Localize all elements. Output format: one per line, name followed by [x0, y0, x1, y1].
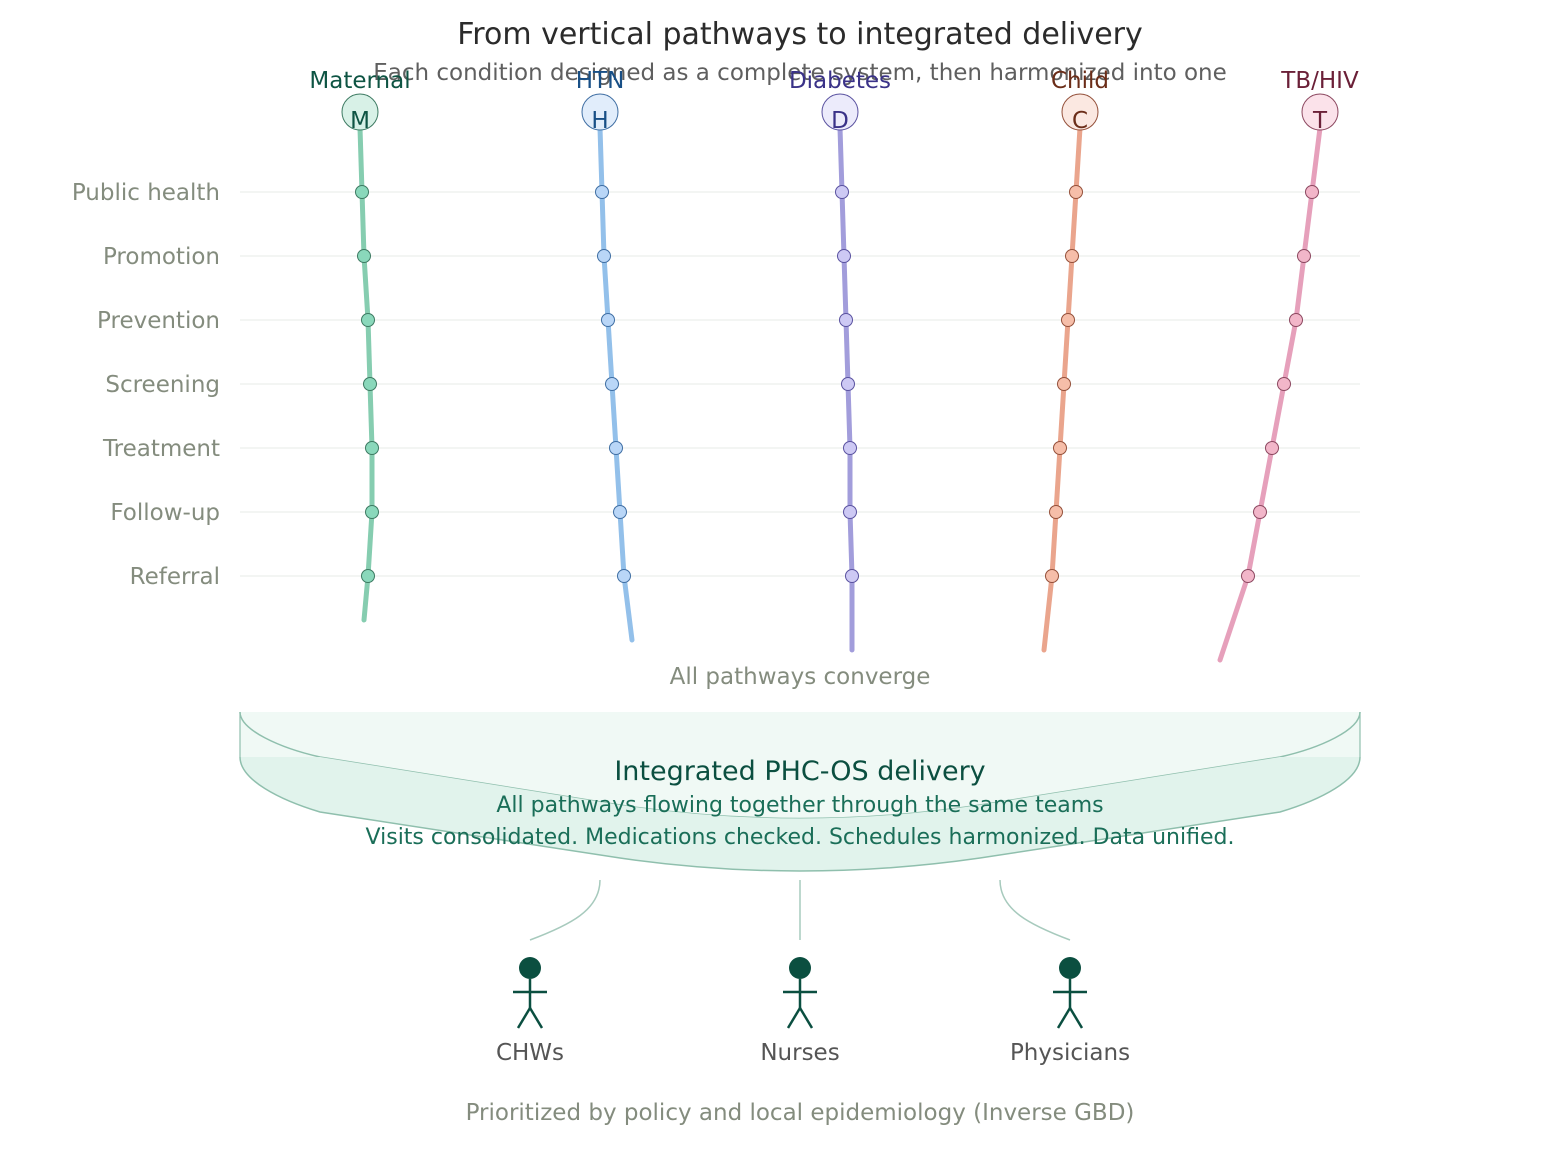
- pathway-name: Maternal: [309, 68, 410, 94]
- pathway-stage-dot: [601, 313, 615, 327]
- pathway-stage-dot: [361, 569, 375, 583]
- stage-label: Promotion: [103, 244, 220, 270]
- stage-label: Referral: [130, 564, 220, 590]
- pathway-stage-dot: [1057, 377, 1071, 391]
- pathway-name: TB/HIV: [1280, 68, 1359, 94]
- pathway-stage-dot: [1297, 249, 1311, 263]
- pathway-stage-dot: [843, 505, 857, 519]
- stage-label: Public health: [72, 180, 220, 206]
- pathway-stage-dot: [843, 441, 857, 455]
- diagram-subtitle: Each condition designed as a complete sy…: [373, 60, 1227, 86]
- integration-line-2: Visits consolidated. Medications checked…: [366, 825, 1235, 850]
- pathway-letter: M: [350, 108, 370, 134]
- connector-physicians: [999, 879, 1071, 941]
- pathway-stage-dot: [1265, 441, 1279, 455]
- pathway-child: C Child: [1041, 68, 1109, 653]
- stage-label: Follow-up: [110, 500, 220, 526]
- pathway-stage-dot: [357, 249, 371, 263]
- pathway-stage-dot: [1061, 313, 1075, 327]
- pathway-stage-dot: [613, 505, 627, 519]
- pathway-stage-dot: [1053, 441, 1067, 455]
- person-icon: [513, 957, 547, 1029]
- pathway-stage-dot: [1289, 313, 1303, 327]
- pathway-letter: C: [1072, 108, 1088, 134]
- pathway-name: HTN: [576, 68, 625, 94]
- pathway-stage-dot: [845, 569, 859, 583]
- pathway-stage-dot: [361, 313, 375, 327]
- team-label-nurses: Nurses: [760, 1040, 839, 1066]
- integration-title: Integrated PHC-OS delivery: [614, 756, 985, 787]
- pathway-stage-dot: [1045, 569, 1059, 583]
- converge-label: All pathways converge: [670, 664, 931, 690]
- pathway-header-circle: [341, 93, 379, 131]
- pathway-diabetes: D Diabetes: [789, 68, 891, 653]
- person-icon: [1053, 957, 1087, 1029]
- pathway-stage-dot: [597, 249, 611, 263]
- integration-line-1: All pathways flowing together through th…: [496, 793, 1103, 818]
- pathway-line: [357, 125, 375, 623]
- stage-label: Screening: [105, 372, 220, 398]
- pathway-maternal: M Maternal: [309, 68, 411, 623]
- pathway-stage-dot: [617, 569, 631, 583]
- pathway-stage-dot: [1241, 569, 1255, 583]
- person-icon: [783, 957, 817, 1029]
- pathway-header-circle: [581, 93, 619, 131]
- pathway-letter: D: [831, 108, 849, 134]
- pathway-stage-dot: [1065, 249, 1079, 263]
- pathway-stage-dot: [365, 505, 379, 519]
- stage-label: Prevention: [97, 308, 220, 334]
- team-nurses: Nurses: [760, 957, 840, 1066]
- pathway-header-circle: [1301, 93, 1339, 131]
- connector-chws: [529, 879, 601, 941]
- pathway-stage-dot: [1069, 185, 1083, 199]
- pathway-stage-dot: [1277, 377, 1291, 391]
- pathway-letter: T: [1312, 108, 1328, 134]
- pathway-header-circle: [821, 93, 859, 131]
- pathway-lines: M Maternal H HTN D Diabetes C Child T TB/HIV: [309, 68, 1359, 663]
- pathway-stage-dot: [609, 441, 623, 455]
- team-chws: CHWs: [496, 957, 564, 1066]
- integration-basin: Integrated PHC-OS delivery All pathways …: [239, 711, 1361, 872]
- stage-label: Treatment: [102, 436, 220, 462]
- pathway-stage-dot: [365, 441, 379, 455]
- pathway-name: Child: [1051, 68, 1109, 94]
- pathway-stage-dot: [841, 377, 855, 391]
- footer-note: Prioritized by policy and local epidemio…: [466, 1100, 1135, 1126]
- pathway-letter: H: [591, 108, 608, 134]
- pathway-stage-dot: [1253, 505, 1267, 519]
- team-label-chws: CHWs: [496, 1040, 564, 1066]
- pathway-header-circle: [1061, 93, 1099, 131]
- stage-rows: Public health Promotion Prevention Screenin…: [72, 180, 1360, 590]
- pathway-stage-dot: [363, 377, 377, 391]
- pathway-stage-dot: [835, 185, 849, 199]
- basin-outline: [239, 756, 1361, 872]
- team-physicians: Physicians: [1010, 957, 1130, 1066]
- pathway-stage-dot: [1049, 505, 1063, 519]
- pathway-stage-dot: [355, 185, 369, 199]
- pathway-htn: H HTN: [576, 68, 635, 643]
- pathway-stage-dot: [837, 249, 851, 263]
- pathway-name: Diabetes: [789, 68, 891, 94]
- pathway-stage-dot: [839, 313, 853, 327]
- pathway-stage-dot: [595, 185, 609, 199]
- pathway-stage-dot: [605, 377, 619, 391]
- diagram-title: From vertical pathways to integrated del…: [457, 17, 1143, 52]
- pathway-tbhiv: T TB/HIV: [1217, 68, 1359, 663]
- pathway-line: [1217, 125, 1323, 663]
- pathway-stage-dot: [1305, 185, 1319, 199]
- team-connectors: [529, 879, 1071, 941]
- team-label-physicians: Physicians: [1010, 1040, 1130, 1066]
